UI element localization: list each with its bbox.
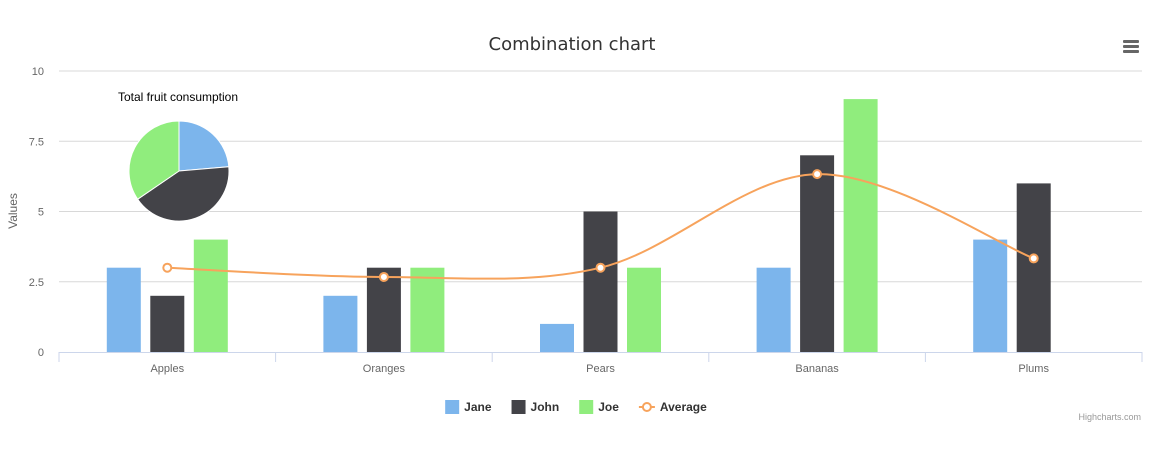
y-axis-title: Values [6,193,20,229]
y-tick-label: 5 [38,207,44,219]
x-axis: Apples Oranges Pears Bananas Plums [58,352,1143,375]
average-point-apples[interactable] [162,262,173,273]
bar-jane-plums[interactable] [973,239,1008,352]
bar-jane-pears[interactable] [540,323,574,352]
legend-symbol [511,400,526,414]
x-tick-label: Pears [586,363,615,375]
bar-john-bananas[interactable] [800,155,835,352]
average-point-plums[interactable] [1028,253,1039,264]
average-point-bananas[interactable] [812,169,823,180]
x-tick-label: Plums [1018,363,1049,375]
legend-label: Jane [464,400,492,414]
bar-jane-bananas[interactable] [756,267,791,352]
y-tick-label: 10 [32,66,44,78]
x-tick-label: Apples [150,363,184,375]
credits-link[interactable]: Highcharts.com [1078,412,1141,422]
bar-john-plums[interactable] [1016,183,1051,352]
legend-symbol [445,400,460,414]
x-tick-label: Bananas [795,363,839,375]
legend-marker [641,402,652,412]
legend-item-jane[interactable]: Jane [445,400,492,414]
legend-item-joe[interactable]: Joe [579,400,619,414]
legend-item-john[interactable]: John [511,400,560,414]
average-point-pears[interactable] [595,262,606,273]
x-tick-label: Oranges [363,363,406,375]
average-spline-series [162,169,1039,282]
legend-label: Joe [598,400,619,414]
legend-label: Average [660,400,707,414]
bar-john-pears[interactable] [583,211,618,353]
bar-joe-bananas[interactable] [843,99,878,352]
pie-slice-joe[interactable] [128,120,180,200]
legend-label: John [531,400,560,414]
y-tick-label: 2.5 [29,277,44,289]
bar-john-apples[interactable] [150,295,185,352]
bar-joe-oranges[interactable] [410,267,445,352]
legend-item-average[interactable]: Average [638,400,707,414]
column-series [106,99,1051,353]
y-tick-label: 7.5 [29,136,44,148]
bar-joe-pears[interactable] [627,267,661,352]
y-axis-ticks: 0 2.5 5 7.5 10 [29,66,44,359]
bar-jane-apples[interactable] [106,267,141,352]
menu-button[interactable] [1118,34,1144,56]
legend: Jane John Joe Average [445,400,707,414]
bar-jane-oranges[interactable] [323,295,358,352]
pie-chart [128,120,230,222]
y-tick-label: 0 [38,347,44,359]
average-point-oranges[interactable] [378,271,389,282]
chart-title: Combination chart [489,34,656,55]
pie-slice-jane[interactable] [178,120,230,172]
pie-title: Total fruit consumption [118,90,238,104]
pie-slice-john[interactable] [137,166,230,222]
legend-symbol [579,400,594,414]
bar-joe-apples[interactable] [193,239,228,352]
hamburger-menu-icon [1123,40,1139,53]
